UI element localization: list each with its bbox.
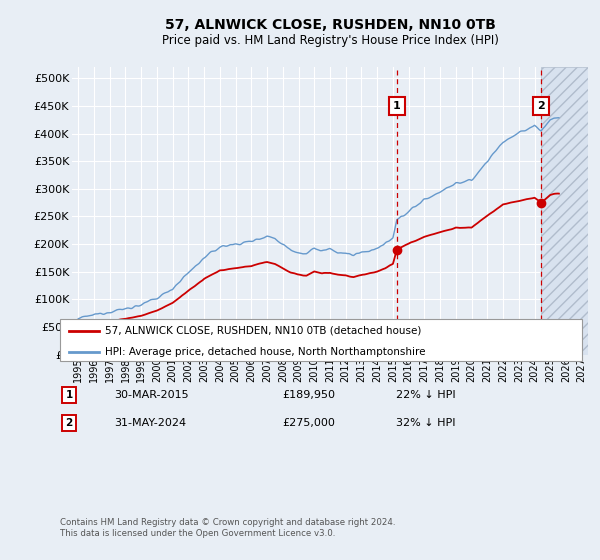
Text: 31-MAY-2024: 31-MAY-2024: [114, 418, 186, 428]
Text: 30-MAR-2015: 30-MAR-2015: [114, 390, 188, 400]
Text: 32% ↓ HPI: 32% ↓ HPI: [396, 418, 455, 428]
Text: Price paid vs. HM Land Registry's House Price Index (HPI): Price paid vs. HM Land Registry's House …: [161, 34, 499, 47]
Text: 2: 2: [65, 418, 73, 428]
Text: £189,950: £189,950: [282, 390, 335, 400]
Text: 22% ↓ HPI: 22% ↓ HPI: [396, 390, 455, 400]
Text: 1: 1: [65, 390, 73, 400]
Text: £275,000: £275,000: [282, 418, 335, 428]
Text: HPI: Average price, detached house, North Northamptonshire: HPI: Average price, detached house, Nort…: [105, 347, 425, 357]
Text: 57, ALNWICK CLOSE, RUSHDEN, NN10 0TB (detached house): 57, ALNWICK CLOSE, RUSHDEN, NN10 0TB (de…: [105, 326, 421, 336]
Text: Contains HM Land Registry data © Crown copyright and database right 2024.
This d: Contains HM Land Registry data © Crown c…: [60, 518, 395, 538]
Text: 2: 2: [537, 101, 545, 111]
Text: 1: 1: [393, 101, 401, 111]
Bar: [541, 67, 588, 354]
Text: 57, ALNWICK CLOSE, RUSHDEN, NN10 0TB: 57, ALNWICK CLOSE, RUSHDEN, NN10 0TB: [164, 18, 496, 32]
